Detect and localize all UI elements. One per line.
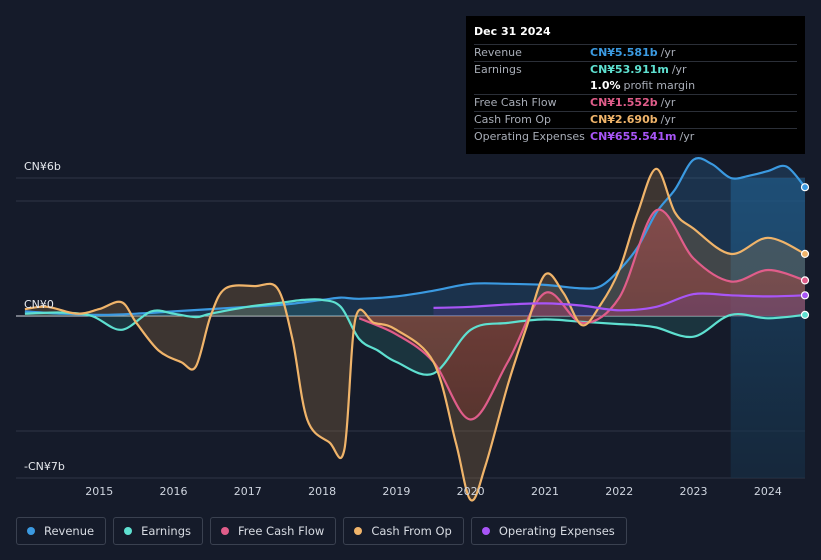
legend-label: Operating Expenses xyxy=(498,524,615,538)
cash-from-op-end-dot xyxy=(800,249,810,258)
data-tooltip: Dec 31 2024 Revenue CN¥5.581b/yr Earnings C… xyxy=(466,16,805,154)
tooltip-row-value: CN¥1.552b xyxy=(590,96,658,109)
x-tick-label-2018: 2018 xyxy=(308,485,337,498)
earnings-line xyxy=(24,298,806,376)
y-axis-top-label: CN¥6b xyxy=(24,160,61,173)
tooltip-row-value: 1.0% xyxy=(590,79,621,92)
legend-label: Cash From Op xyxy=(371,524,452,538)
tooltip-row-value: CN¥53.911m xyxy=(590,63,669,76)
x-tick-label-2015: 2015 xyxy=(85,485,114,498)
cash-from-op-area xyxy=(24,168,805,501)
earnings-end-dot xyxy=(800,310,810,319)
revenue-end-dot xyxy=(800,183,810,192)
tooltip-row-unit: /yr xyxy=(660,113,676,126)
tooltip-row: Earnings CN¥53.911m/yr xyxy=(474,61,797,78)
y-axis-zero-label: CN¥0 xyxy=(24,298,54,311)
tooltip-row-unit: /yr xyxy=(660,96,676,109)
area-fills xyxy=(24,158,805,501)
x-tick-label-2021: 2021 xyxy=(530,485,559,498)
forecast-region xyxy=(730,178,805,478)
tooltip-row-unit: /yr xyxy=(679,130,695,143)
operating-expenses-area xyxy=(433,293,805,316)
tooltip-row: Revenue CN¥5.581b/yr xyxy=(474,44,797,61)
tooltip-row-label: Earnings xyxy=(474,63,522,76)
tooltip-row: Free Cash Flow CN¥1.552b/yr xyxy=(474,94,797,111)
forecast-band xyxy=(730,178,805,478)
tooltip-row: 1.0% profit margin xyxy=(474,78,797,94)
y-axis-bottom-label: -CN¥7b xyxy=(24,460,65,473)
legend-item-operating-expenses[interactable]: Operating Expenses xyxy=(470,517,627,545)
x-tick-label-2022: 2022 xyxy=(605,485,634,498)
legend-item-revenue[interactable]: Revenue xyxy=(16,517,107,545)
legend-dot-icon xyxy=(354,527,363,535)
legend-label: Revenue xyxy=(44,524,95,538)
tooltip-row: Cash From Op CN¥2.690b/yr xyxy=(474,111,797,128)
chart-legend: Revenue Earnings Free Cash Flow Cash From O… xyxy=(16,517,634,545)
tooltip-date: Dec 31 2024 xyxy=(474,25,551,38)
legend-label: Free Cash Flow xyxy=(238,524,325,538)
cash-from-op-line xyxy=(24,167,806,502)
x-tick-label-2017: 2017 xyxy=(233,485,262,498)
legend-item-cash-from-op[interactable]: Cash From Op xyxy=(343,517,464,545)
x-tick-label-2023: 2023 xyxy=(679,485,708,498)
tooltip-row-label: Cash From Op xyxy=(474,113,552,126)
tooltip-row-label xyxy=(474,78,590,94)
tooltip-row-unit: /yr xyxy=(671,63,687,76)
legend-dot-icon xyxy=(221,527,229,535)
free-cash-flow-end-dot xyxy=(800,276,810,285)
series-lines xyxy=(24,157,806,502)
tooltip-row-value: CN¥5.581b xyxy=(590,46,658,59)
legend-dot-icon xyxy=(481,527,490,535)
x-tick-label-2019: 2019 xyxy=(382,485,411,498)
operating-expenses-end-dot xyxy=(800,291,810,300)
tooltip-row: Operating Expenses CN¥655.541m/yr xyxy=(474,128,797,145)
tooltip-row-value: CN¥655.541m xyxy=(590,130,677,143)
legend-dot-icon xyxy=(27,527,35,535)
tooltip-row-label: Revenue xyxy=(474,46,522,59)
series-end-dots xyxy=(800,183,810,319)
legend-label: Earnings xyxy=(141,524,191,538)
x-tick-label-2024: 2024 xyxy=(753,485,782,498)
legend-item-earnings[interactable]: Earnings xyxy=(113,517,203,545)
tooltip-row-unit: profit margin xyxy=(623,79,696,92)
operating-expenses-line xyxy=(433,292,806,312)
tooltip-row-value: CN¥2.690b xyxy=(590,113,658,126)
legend-item-free-cash-flow[interactable]: Free Cash Flow xyxy=(210,517,337,545)
tooltip-row-unit: /yr xyxy=(660,46,676,59)
tooltip-row-label: Operating Expenses xyxy=(474,130,585,143)
revenue-line xyxy=(24,157,806,316)
tooltip-row-label: Free Cash Flow xyxy=(474,96,557,109)
free-cash-flow-area xyxy=(359,209,805,420)
legend-dot-icon xyxy=(124,527,133,535)
x-tick-label-2016: 2016 xyxy=(159,485,188,498)
x-tick-label-2020: 2020 xyxy=(456,485,485,498)
